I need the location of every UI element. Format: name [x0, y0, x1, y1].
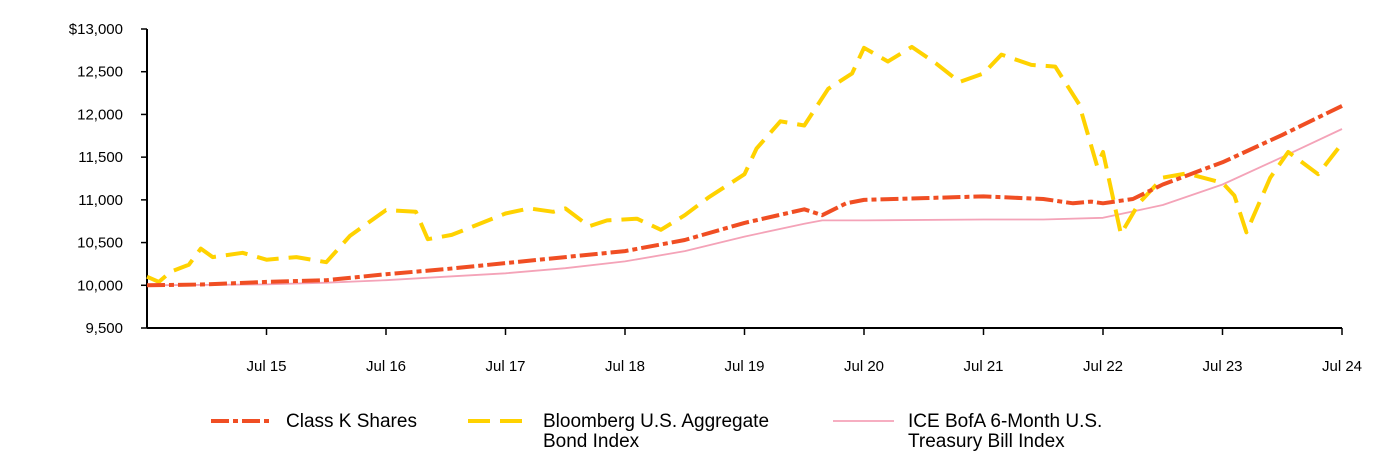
- y-tick-label: $13,000: [69, 21, 123, 38]
- y-tick-label: 12,500: [77, 64, 123, 81]
- series-line-treasury: [146, 128, 1343, 287]
- series-line-class-k: [146, 104, 1343, 288]
- legend-label-class-k: Class K Shares: [286, 411, 417, 432]
- x-tick-label: Jul 19: [724, 358, 764, 375]
- legend-item-bloomberg: Bloomberg U.S. Aggregate Bond Index: [467, 412, 813, 452]
- y-tick-label: 11,000: [78, 192, 123, 209]
- chart-legend: Class K Shares Bloomberg U.S. Aggregate …: [0, 412, 1384, 472]
- x-tick-label: Jul 24: [1322, 358, 1362, 375]
- x-tick-label: Jul 21: [963, 358, 1003, 375]
- series-line-bloomberg: [146, 44, 1344, 284]
- legend-swatch-treasury: [833, 420, 894, 422]
- y-tick-label: 10,000: [77, 277, 123, 294]
- x-tick-label: Jul 17: [485, 358, 525, 375]
- legend-swatch-class-k: [211, 419, 272, 423]
- y-tick-label: 12,000: [77, 106, 123, 123]
- x-tick-label: Jul 20: [844, 358, 884, 375]
- x-tick-label: Jul 18: [605, 358, 645, 375]
- legend-item-treasury: ICE BofA 6-Month U.S. Treasury Bill Inde…: [832, 412, 1148, 452]
- line-chart: 9,500 10,000 10,500 11,000 11,500 12,000 12,50…: [69, 21, 1362, 375]
- x-tick-label: Jul 16: [366, 358, 406, 375]
- legend-item-class-k: Class K Shares: [210, 412, 417, 432]
- legend-swatch-bloomberg: [468, 419, 529, 423]
- y-tick-label: 9,500: [85, 320, 123, 337]
- y-tick-label: 10,500: [77, 235, 123, 252]
- x-tick-label: Jul 23: [1202, 358, 1242, 375]
- x-tick-label: Jul 22: [1083, 358, 1123, 375]
- legend-label-bloomberg: Bloomberg U.S. Aggregate Bond Index: [543, 411, 770, 452]
- y-tick-label: 11,500: [78, 149, 123, 166]
- chart-axes: 9,500 10,000 10,500 11,000 11,500 12,000 12,50…: [69, 21, 1362, 375]
- series-layer: [146, 44, 1344, 288]
- x-tick-label: Jul 15: [246, 358, 286, 375]
- legend-label-treasury: ICE BofA 6-Month U.S. Treasury Bill Inde…: [908, 411, 1103, 452]
